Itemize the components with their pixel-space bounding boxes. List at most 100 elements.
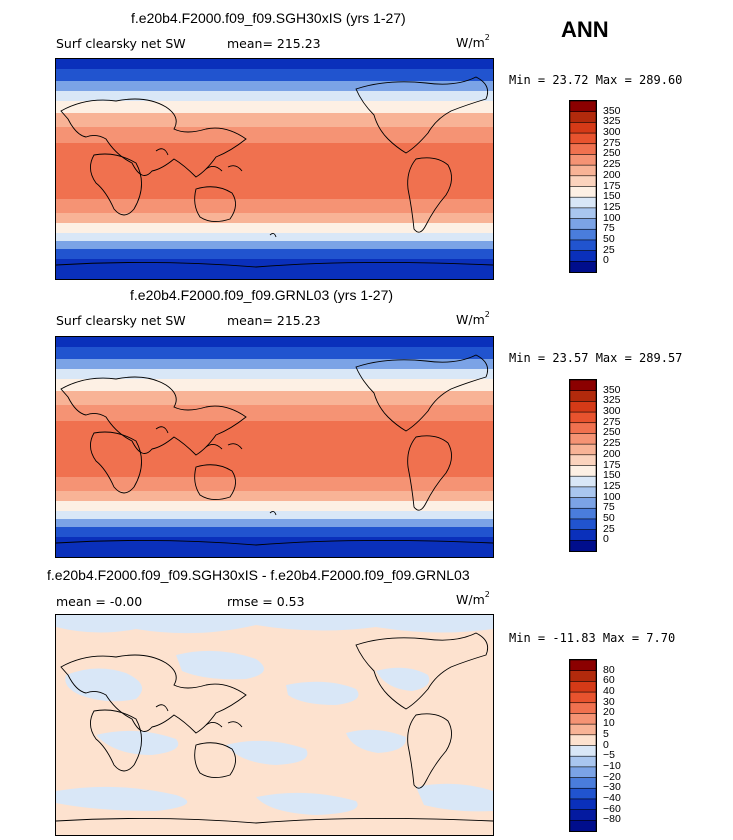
colorbar-segment (570, 518, 596, 531)
colorbar-tick-label: 100 (603, 211, 621, 224)
colorbar-segment (570, 670, 596, 683)
band (56, 501, 493, 511)
panel-1-map-svg (56, 59, 493, 279)
colorbar-tick-label: 100 (603, 490, 621, 503)
colorbar-tick-label: 0 (603, 254, 609, 267)
colorbar-tick-label: −20 (603, 770, 621, 783)
colorbar-segment (570, 507, 596, 520)
colorbar-tick-label: 225 (603, 437, 621, 450)
coastlines (56, 632, 493, 824)
colorbar-segment (570, 443, 596, 456)
colorbar-tick-label: 300 (603, 405, 621, 418)
colorbar-tick-label: 40 (603, 685, 615, 698)
colorbar-segment (570, 787, 596, 800)
colorbar-segment (570, 529, 596, 542)
colorbar-segment (570, 486, 596, 499)
colorbar-segment (570, 745, 596, 757)
colorbar-segment (570, 454, 596, 467)
colorbar-tick-label: −5 (603, 749, 615, 762)
panel-1-minmax: Min = 23.72 Max = 289.60 (509, 73, 683, 87)
panel-1-colorbar-svg (570, 101, 596, 272)
band (56, 391, 493, 405)
colorbar-tick-label: −30 (603, 781, 621, 794)
panel-2-units: W/m2 (456, 310, 490, 327)
panel-3-colorbar-svg (570, 660, 596, 831)
band (56, 213, 493, 223)
colorbar-tick-label: 325 (603, 115, 621, 128)
colorbar-tick-label: 250 (603, 147, 621, 160)
colorbar-segment (570, 681, 596, 693)
colorbar-segment (570, 228, 596, 241)
colorbar-tick-label: 0 (603, 533, 609, 546)
band (56, 379, 493, 391)
colorbar-tick-label: −40 (603, 791, 621, 804)
band (56, 337, 493, 347)
colorbar-segment (570, 390, 596, 403)
colorbar-segment (570, 734, 596, 747)
colorbar-tick-label: 0 (603, 738, 609, 751)
band (56, 81, 493, 91)
colorbar-tick-label: 60 (603, 674, 615, 687)
colorbar-tick-label: 25 (603, 243, 615, 256)
colorbar-segment (570, 755, 596, 768)
band (56, 59, 493, 69)
colorbar-tick-label: 175 (603, 179, 621, 192)
colorbar-tick-label: −10 (603, 759, 621, 772)
panel-1-colorbar (569, 100, 597, 273)
colorbar-tick-label: 125 (603, 479, 621, 492)
colorbar-segment (570, 475, 596, 488)
colorbar-tick-label: 5 (603, 727, 609, 740)
colorbar-segment (570, 465, 596, 477)
panel-3-map (55, 614, 494, 836)
colorbar-tick-label: 200 (603, 447, 621, 460)
colorbar-tick-label: 250 (603, 426, 621, 439)
band (56, 347, 493, 359)
band (56, 101, 493, 113)
colorbar-segment (570, 154, 596, 166)
colorbar-segment (570, 433, 596, 445)
panel-2-minmax: Min = 23.57 Max = 289.57 (509, 351, 683, 365)
panel-2-variable: Surf clearsky net SW (56, 313, 186, 328)
band (56, 491, 493, 501)
colorbar-segment (570, 401, 596, 413)
band (56, 69, 493, 81)
panel-2-map-svg (56, 337, 493, 557)
panel-2-title: f.e20b4.F2000.f09_f09.GRNL03 (yrs 1-27) (130, 287, 394, 303)
colorbar-segment (570, 111, 596, 124)
colorbar-tick-label: 25 (603, 522, 615, 535)
diff-negative-patches (56, 615, 493, 815)
band (56, 259, 493, 279)
band (56, 233, 493, 241)
colorbar-tick-label: 350 (603, 104, 621, 117)
season-label: ANN (561, 17, 609, 42)
colorbar-tick-label: −80 (603, 813, 621, 826)
colorbar-tick-label: 200 (603, 168, 621, 181)
panel-1-title: f.e20b4.F2000.f09_f09.SGH30xIS (yrs 1-27… (131, 10, 406, 26)
colorbar-segment (570, 143, 596, 156)
band (56, 421, 493, 477)
colorbar-segment (570, 820, 596, 831)
colorbar-segment (570, 411, 596, 424)
band (56, 527, 493, 537)
band (56, 127, 493, 143)
colorbar-segment (570, 175, 596, 188)
colorbar-tick-label: 75 (603, 501, 615, 514)
colorbar-segment (570, 422, 596, 435)
colorbar-segment (570, 497, 596, 510)
panel-3-rmse: rmse = 0.53 (227, 594, 305, 609)
panel-3-map-svg (56, 615, 493, 835)
colorbar-segment (570, 691, 596, 704)
band (56, 519, 493, 527)
colorbar-tick-label: 20 (603, 706, 615, 719)
panel-1-variable: Surf clearsky net SW (56, 36, 186, 51)
colorbar-segment (570, 101, 596, 113)
colorbar-segment (570, 766, 596, 779)
colorbar-segment (570, 239, 596, 252)
colorbar-tick-label: 300 (603, 126, 621, 139)
panel-3-colorbar (569, 659, 597, 832)
colorbar-tick-label: 225 (603, 158, 621, 171)
colorbar-tick-label: 325 (603, 394, 621, 407)
panel-1-units: W/m2 (456, 33, 490, 50)
band (56, 241, 493, 249)
colorbar-segment (570, 540, 596, 551)
